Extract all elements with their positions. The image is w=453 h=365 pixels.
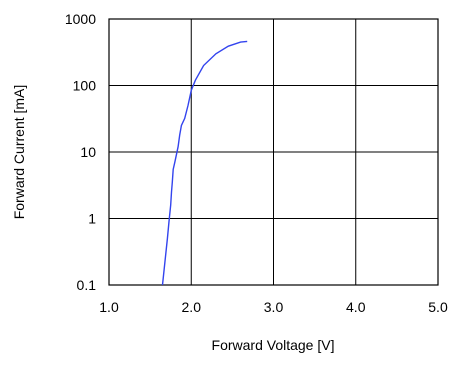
y-tick-label: 1	[88, 211, 96, 227]
x-tick-label: 2.0	[182, 299, 202, 315]
y-tick-label: 1000	[65, 11, 96, 27]
x-axis-title: Forward Voltage [V]	[212, 337, 335, 353]
y-tick-label: 10	[80, 144, 96, 160]
y-tick-labels: 0.1 1 10 100 1000	[65, 11, 96, 293]
x-tick-label: 1.0	[99, 299, 119, 315]
y-axis-title: Forward Current [mA]	[11, 85, 27, 220]
forward-current-curve	[161, 40, 248, 286]
x-tick-label: 4.0	[346, 299, 366, 315]
x-tick-label: 5.0	[428, 299, 448, 315]
grid	[109, 19, 438, 285]
x-tick-labels: 1.0 2.0 3.0 4.0 5.0	[99, 299, 448, 315]
y-tick-label: 0.1	[77, 277, 97, 293]
plot-frame	[108, 18, 439, 286]
y-tick-label: 100	[73, 78, 97, 94]
x-tick-label: 3.0	[264, 299, 284, 315]
